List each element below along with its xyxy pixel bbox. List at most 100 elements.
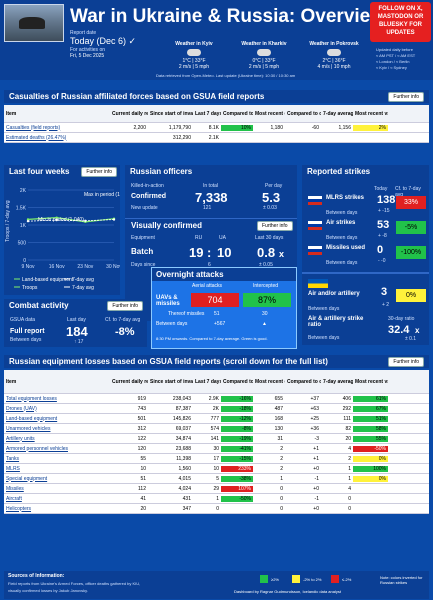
row-label[interactable]: Artillery units: [6, 435, 35, 442]
col-item: Item: [6, 110, 17, 117]
batch-ratio: 0.8: [257, 245, 276, 260]
cell: -15%: [221, 455, 253, 462]
last30-label: Last 30 days: [255, 235, 284, 241]
x-tick: 16 Nov: [49, 264, 65, 270]
row-label[interactable]: Aircraft: [6, 495, 22, 502]
legend-label: Land-based equipment: [22, 277, 74, 283]
new-day: ± 0.03: [263, 205, 277, 211]
row-label[interactable]: Drones (UAV): [6, 405, 37, 412]
officers-info-button[interactable]: Further info: [257, 221, 293, 231]
strike-sub: Between days: [326, 260, 358, 266]
casualties-info-button[interactable]: Further info: [388, 92, 424, 102]
cell: 487: [274, 405, 283, 412]
per-day-label: Per day: [265, 183, 283, 189]
cell: 17: [213, 455, 219, 462]
days-ratio: ± 0.05: [259, 262, 273, 268]
cell: 777: [210, 415, 219, 422]
cell: 406: [342, 395, 351, 402]
cell: 4: [348, 485, 351, 492]
thereof-a: 51: [214, 311, 220, 317]
combat-value: 184: [66, 324, 88, 339]
sources-title: Sources of Information:: [8, 573, 65, 579]
ru-label: RU: [195, 235, 203, 241]
cell: 431: [182, 495, 191, 502]
legend-yellow-swatch: [292, 575, 300, 583]
dashboard-credit: Dashboard by Ragnar Gudmundsson, Iceland…: [234, 589, 341, 594]
row-label[interactable]: Land-based equipment: [6, 415, 58, 422]
cell: 1,156: [338, 124, 351, 131]
equipment-row: Drones (UAV) 743 87,387 2K -18% 487 +63 292 67%: [4, 404, 429, 414]
cell: 122: [137, 435, 146, 442]
strike-label: Missiles used: [326, 245, 366, 251]
weather-wind: 4 m/s | 10 mph: [317, 64, 351, 70]
weeks-chart: 2K 1.5K 1K 500 09 Nov 16 Nov 23 Nov 30 Nov Troop…: [5, 188, 120, 291]
cell: 1,179,790: [168, 124, 191, 131]
row-label[interactable]: Armored personnel vehicles: [6, 445, 68, 452]
weather-city: Weather in Kyiv: [175, 41, 213, 47]
col-vs-avg: Most recent vs 7-day average: [355, 110, 388, 117]
row-label[interactable]: Total equipment losses: [6, 395, 57, 402]
equipment-row: MLRS 10 1,560 10 233% 2 +0 1 100%: [4, 464, 429, 474]
report-date: Today (Dec 6) ✓: [70, 36, 136, 47]
row-label[interactable]: Special equipment: [6, 475, 48, 482]
cell: -1: [314, 475, 319, 482]
cell: 82: [345, 425, 351, 432]
weather-city: Weather in Pokrovsk: [309, 41, 359, 47]
cell: 30: [213, 445, 219, 452]
row-label[interactable]: Tanks: [6, 455, 20, 462]
updated-note: Updated daily before: [376, 47, 413, 52]
cell: 10: [140, 465, 146, 472]
row-label[interactable]: Unarmored vehicles: [6, 425, 51, 432]
cell: 0%: [353, 475, 388, 482]
weather-0: Weather in Kyiv 1°C | 33°F 2 m/s | 5 mph: [160, 41, 228, 71]
cell: 238,043: [172, 395, 191, 402]
ua-strike-delta: + 2: [382, 302, 390, 308]
days-since-value: 6: [208, 262, 211, 268]
cell: 20: [140, 505, 146, 512]
gsua-label: GSUA data: [10, 317, 36, 323]
row-label[interactable]: MLRS: [6, 465, 20, 472]
check-icon: ✓: [128, 36, 137, 46]
cell: 2: [280, 465, 283, 472]
ua-strike-cf: 0%: [396, 289, 426, 302]
cell: 67%: [353, 405, 388, 412]
cell: 31: [277, 435, 283, 442]
cell: 0: [216, 505, 219, 512]
data-point: [112, 218, 116, 221]
combat-info-button[interactable]: Further info: [107, 301, 143, 311]
equipment-row: Missiles 112 4,024 29 107% 0 +0 4: [4, 484, 429, 494]
casualty-row: Casualties (field reports) 2,200 1,179,790…: [4, 123, 429, 133]
row-label[interactable]: Casualties (field reports): [6, 124, 61, 131]
weeks-info-button[interactable]: Further info: [81, 167, 117, 177]
data-point: [55, 216, 58, 219]
legend-label: 7-day avg: [72, 277, 94, 283]
row-label[interactable]: Estimated deaths (26.47%): [6, 134, 67, 141]
col-before: Compared to day before: [287, 110, 321, 117]
follow-button[interactable]: FOLLOW ON X, MASTODON OR BLUESKY FOR UPD…: [370, 2, 431, 42]
intercepted-value: 87%: [243, 293, 291, 307]
equipment-row: Aircraft 41 431 1 -50% 0 -1 0: [4, 494, 429, 504]
cell: -16%: [221, 395, 253, 402]
activities-label: For activities on: [70, 47, 106, 53]
batch-ratio-unit: x: [279, 249, 285, 259]
y-tick: 500: [18, 241, 27, 247]
officers-title: Russian officers: [125, 165, 297, 178]
russia-flag-icon: [308, 196, 322, 205]
cell: -18%: [221, 405, 253, 412]
row-label[interactable]: Missiles: [6, 485, 24, 492]
cell: 55%: [353, 435, 388, 442]
y-tick: 0: [23, 258, 26, 264]
x-tick: 9 Nov: [21, 264, 35, 270]
cell: 5: [216, 475, 219, 482]
cell: +0: [313, 465, 319, 472]
updated-time-1: ≈ AM PST / ≈ AM EST: [376, 53, 416, 58]
cell: +0: [313, 505, 319, 512]
col-recent: Most recent day: [255, 110, 285, 117]
eq-col-vs-avg: Most recent vs 7-day average: [355, 378, 388, 385]
legend-label: Troops: [22, 285, 38, 291]
legend-label: 7-day avg: [72, 285, 94, 291]
equipment-info-button[interactable]: Further info: [388, 357, 424, 367]
cell: 4,015: [178, 475, 191, 482]
new-total: 121: [203, 205, 212, 211]
row-label[interactable]: Helicopters: [6, 505, 32, 512]
